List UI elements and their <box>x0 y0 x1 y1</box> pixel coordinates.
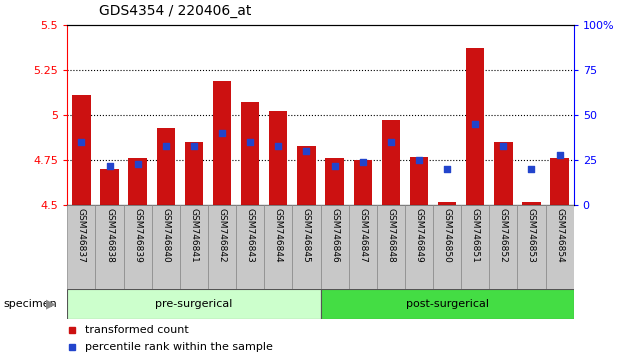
Bar <box>156 128 175 205</box>
Bar <box>241 102 260 205</box>
Bar <box>320 289 574 319</box>
Bar <box>180 205 208 289</box>
Bar <box>213 81 231 205</box>
Bar <box>381 120 400 205</box>
Bar <box>264 205 292 289</box>
Text: post-surgerical: post-surgerical <box>406 298 488 309</box>
Bar <box>466 48 485 205</box>
Bar <box>236 205 264 289</box>
Text: GSM746843: GSM746843 <box>246 208 254 263</box>
Point <box>245 139 255 145</box>
Text: GSM746851: GSM746851 <box>470 208 479 263</box>
Text: GSM746853: GSM746853 <box>527 208 536 263</box>
Bar <box>551 158 569 205</box>
Bar <box>101 169 119 205</box>
Point <box>554 152 565 158</box>
Text: GSM746848: GSM746848 <box>387 208 395 263</box>
Bar <box>152 205 180 289</box>
Text: GSM746854: GSM746854 <box>555 208 564 263</box>
Text: GSM746844: GSM746844 <box>274 208 283 262</box>
Text: GDS4354 / 220406_at: GDS4354 / 220406_at <box>99 4 252 18</box>
Text: percentile rank within the sample: percentile rank within the sample <box>85 342 273 352</box>
Bar <box>461 205 489 289</box>
Text: GSM746841: GSM746841 <box>189 208 199 263</box>
Text: transformed count: transformed count <box>85 325 189 335</box>
Bar <box>269 112 287 205</box>
Bar <box>185 142 203 205</box>
Point <box>358 159 368 165</box>
Bar <box>297 146 315 205</box>
Point <box>498 143 508 149</box>
Point <box>442 166 453 172</box>
Point <box>161 143 171 149</box>
Bar <box>354 160 372 205</box>
Bar <box>377 205 405 289</box>
Bar <box>67 289 320 319</box>
Bar <box>320 205 349 289</box>
Point <box>133 161 143 167</box>
Point <box>104 163 115 169</box>
Bar <box>292 205 320 289</box>
Bar <box>410 156 428 205</box>
Bar <box>489 205 517 289</box>
Bar <box>405 205 433 289</box>
Bar <box>433 205 461 289</box>
Text: GSM746846: GSM746846 <box>330 208 339 263</box>
Bar <box>96 205 124 289</box>
Point <box>188 143 199 149</box>
Text: GSM746837: GSM746837 <box>77 208 86 263</box>
Text: GSM746840: GSM746840 <box>162 208 171 263</box>
Text: GSM746842: GSM746842 <box>217 208 226 262</box>
Point <box>217 130 227 136</box>
Point <box>329 163 340 169</box>
Bar <box>517 205 545 289</box>
Bar <box>326 158 344 205</box>
Text: GSM746849: GSM746849 <box>415 208 424 263</box>
Point <box>386 139 396 145</box>
Bar <box>349 205 377 289</box>
Point <box>526 166 537 172</box>
Text: GSM746838: GSM746838 <box>105 208 114 263</box>
Bar <box>208 205 236 289</box>
Text: pre-surgerical: pre-surgerical <box>155 298 233 309</box>
Text: GSM746845: GSM746845 <box>302 208 311 263</box>
Point <box>76 139 87 145</box>
Point <box>273 143 283 149</box>
Bar <box>124 205 152 289</box>
Text: ▶: ▶ <box>46 297 56 310</box>
Bar <box>72 95 90 205</box>
Bar <box>438 202 456 205</box>
Text: specimen: specimen <box>3 298 57 309</box>
Text: GSM746852: GSM746852 <box>499 208 508 263</box>
Bar <box>522 202 540 205</box>
Text: GSM746847: GSM746847 <box>358 208 367 263</box>
Bar <box>494 142 513 205</box>
Bar <box>128 158 147 205</box>
Text: GSM746850: GSM746850 <box>442 208 452 263</box>
Bar <box>67 205 96 289</box>
Point <box>301 148 312 154</box>
Point <box>470 121 480 127</box>
Bar <box>545 205 574 289</box>
Text: GSM746839: GSM746839 <box>133 208 142 263</box>
Point <box>414 157 424 163</box>
